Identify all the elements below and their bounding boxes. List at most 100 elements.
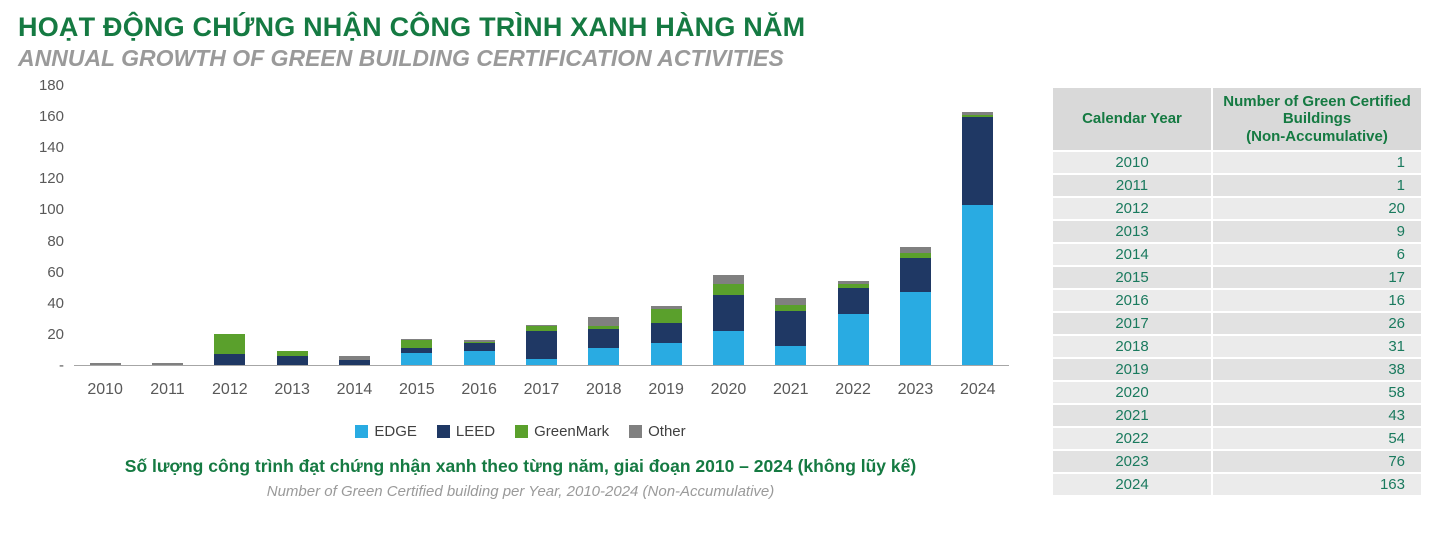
table-cell-year: 2021: [1053, 404, 1211, 426]
bar-segment-edge: [899, 292, 931, 365]
x-axis-label: 2022: [835, 381, 871, 398]
bar-segment-greenmark: [712, 284, 744, 296]
legend-item: Other: [629, 423, 686, 440]
table-row: 2012 20: [1053, 197, 1421, 219]
x-axis-label: 2018: [585, 381, 622, 398]
legend-label: Other: [648, 423, 686, 440]
bar-segment-edge: [650, 343, 682, 365]
bar-segment-greenmark: [962, 115, 994, 118]
bar-segment-leed: [775, 310, 807, 347]
x-axis-label: 2024: [959, 381, 996, 398]
bar-stack: [463, 86, 495, 365]
legend-swatch: [515, 425, 529, 438]
x-axis-label: 2010: [87, 381, 123, 398]
table-row: 2020 58: [1053, 381, 1421, 403]
chart-area: 180 160 140 120 100 80 60 40 20 -: [18, 78, 1023, 374]
bar-segment-other: [151, 363, 183, 365]
y-axis: 180 160 140 120 100 80 60 40 20 -: [24, 78, 74, 374]
x-axis-label: 2011: [150, 381, 185, 398]
bar-group: [573, 86, 635, 365]
table-cell-year: 2016: [1053, 289, 1211, 311]
bar-segment-edge: [588, 347, 620, 365]
bar-segment-other: [588, 316, 620, 327]
table-cell-value: 58: [1213, 381, 1421, 403]
bar-segment-other: [837, 281, 869, 285]
table-cell-year: 2013: [1053, 220, 1211, 242]
table-cell-value: 43: [1213, 404, 1421, 426]
legend-item: LEED: [436, 423, 495, 440]
bar-segment-edge: [463, 351, 495, 365]
x-axis-label: 2015: [399, 381, 435, 398]
bar-segment-leed: [525, 330, 557, 359]
bar-group: [635, 86, 697, 365]
table-cell-year: 2015: [1053, 266, 1211, 288]
bar-stack: [650, 86, 682, 365]
bar-segment-leed: [837, 287, 869, 314]
bar-stack: [214, 86, 246, 365]
bar-segment-greenmark: [837, 284, 869, 288]
x-axis-label: 2021: [772, 381, 809, 398]
data-table: Calendar Year Number of Green Certified B…: [1051, 86, 1423, 497]
table-row: 2016 16: [1053, 289, 1421, 311]
table-cell-value: 1: [1213, 174, 1421, 196]
table-header: Number of Green Certified Buildings (Non…: [1213, 88, 1421, 150]
bar-segment-leed: [712, 295, 744, 331]
caption-vietnamese: Số lượng công trình đạt chứng nhận xanh …: [124, 456, 917, 476]
table-cell-value: 16: [1213, 289, 1421, 311]
bar-group: [822, 86, 884, 365]
bar-segment-edge: [712, 330, 744, 365]
table-header-row: Calendar Year Number of Green Certified B…: [1053, 88, 1421, 150]
bar-segment-other: [712, 275, 744, 285]
bar-group: [323, 86, 385, 365]
bar-group: [947, 86, 1009, 365]
bar-segment-greenmark: [525, 326, 557, 331]
x-axis-label: 2019: [648, 381, 684, 398]
bar-segment-greenmark: [650, 309, 682, 324]
plot-area: [74, 86, 1009, 366]
y-tick-label: 180: [38, 77, 64, 94]
table-row: 2014 6: [1053, 243, 1421, 265]
table-cell-year: 2022: [1053, 427, 1211, 449]
bar-group: [448, 86, 510, 365]
bar-stack: [712, 86, 744, 365]
bar-group: [261, 86, 323, 365]
bar-stack: [588, 86, 620, 365]
table-cell-year: 2011: [1053, 174, 1211, 196]
table-cell-value: 17: [1213, 266, 1421, 288]
bar-segment-other: [650, 306, 682, 310]
bar-segment-leed: [588, 329, 620, 348]
table-row: 2023 76: [1053, 450, 1421, 472]
bar-segment-greenmark: [899, 253, 931, 259]
data-table-section: Calendar Year Number of Green Certified B…: [1051, 86, 1423, 497]
bar-segment-other: [338, 355, 370, 361]
bar-stack: [89, 86, 121, 365]
bar-segment-leed: [962, 117, 994, 206]
legend-swatch: [436, 425, 450, 438]
y-tick-label: 60: [47, 263, 64, 281]
bar-group: [510, 86, 572, 365]
table-cell-value: 6: [1213, 243, 1421, 265]
bar-group: [136, 86, 198, 365]
bar-segment-other: [525, 324, 557, 327]
table-cell-year: 2020: [1053, 381, 1211, 403]
table-cell-value: 76: [1213, 450, 1421, 472]
bar-chart-section: 180 160 140 120 100 80 60 40 20- 2010 2011 2012 201…: [18, 78, 1023, 500]
bar-segment-edge: [401, 352, 433, 365]
table-row: 2013 9: [1053, 220, 1421, 242]
table-cell-year: 2017: [1053, 312, 1211, 334]
y-tick-label: 20: [47, 325, 64, 343]
bar-segment-greenmark: [463, 341, 495, 344]
bar-stack: [338, 86, 370, 365]
x-axis-label: 2016: [461, 381, 497, 398]
x-axis-label: 2023: [897, 381, 934, 398]
bar-segment-leed: [401, 347, 433, 353]
table-cell-value: 1: [1213, 151, 1421, 173]
bar-stack: [276, 86, 308, 365]
table-row: 2024 163: [1053, 473, 1421, 495]
x-axis: 2010 2011 2012 2013 2014 2015 2016 2017 2018 2019…: [74, 381, 1009, 399]
table-row: 2015 17: [1053, 266, 1421, 288]
table-body: 2010 1 2011 1 2012 20 2013 9 2014 6 2015 17 2016 16 20…: [1053, 151, 1421, 495]
x-axis-label: 2012: [212, 381, 248, 398]
x-axis-label: 2017: [523, 381, 560, 398]
